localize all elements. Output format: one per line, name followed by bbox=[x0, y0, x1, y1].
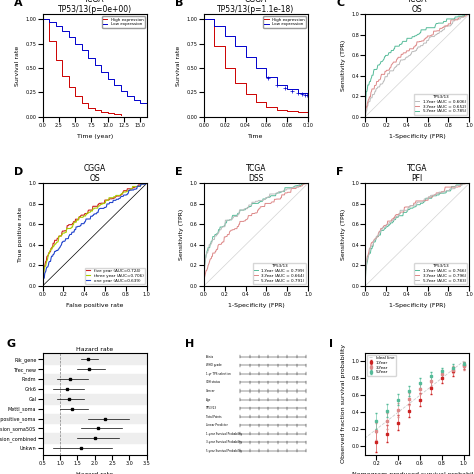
Text: H: H bbox=[185, 339, 194, 349]
Text: D: D bbox=[14, 167, 23, 177]
Text: C: C bbox=[336, 0, 344, 8]
Legend: High expression, Low expression: High expression, Low expression bbox=[263, 16, 306, 27]
X-axis label: 1-Specificity (FPR): 1-Specificity (FPR) bbox=[389, 303, 446, 308]
Title: CGGA
OS: CGGA OS bbox=[83, 164, 106, 183]
Text: Linear Predictor: Linear Predictor bbox=[206, 423, 228, 427]
Bar bbox=[43, 414, 147, 423]
Text: 1-yr TPS selection: 1-yr TPS selection bbox=[206, 372, 231, 376]
Text: Total Points: Total Points bbox=[206, 415, 221, 419]
Y-axis label: Survival rate: Survival rate bbox=[176, 46, 181, 86]
X-axis label: Nomogram produced survival probability: Nomogram produced survival probability bbox=[353, 472, 474, 474]
Title: TCGA
PFI: TCGA PFI bbox=[407, 164, 428, 183]
Legend: 1-Year (AUC = 0.606), 3-Year (AUC = 0.652), 5-Year (AUC = 0.785): 1-Year (AUC = 0.606), 3-Year (AUC = 0.65… bbox=[414, 94, 467, 115]
Text: 5-year Survival Probability: 5-year Survival Probability bbox=[206, 449, 242, 453]
Text: TP53/13: TP53/13 bbox=[206, 406, 217, 410]
X-axis label: 1-Specificity (FPR): 1-Specificity (FPR) bbox=[228, 303, 284, 308]
Text: Cancer: Cancer bbox=[206, 389, 216, 393]
Bar bbox=[43, 374, 147, 384]
Title: TCGA
OS: TCGA OS bbox=[407, 0, 428, 14]
Text: Age: Age bbox=[206, 398, 211, 401]
Legend: High expression, Low expression: High expression, Low expression bbox=[102, 16, 145, 27]
Text: 3-year Survival Probability: 3-year Survival Probability bbox=[206, 440, 242, 444]
X-axis label: 1-Specificity (FPR): 1-Specificity (FPR) bbox=[389, 134, 446, 138]
Bar bbox=[43, 355, 147, 365]
Title: Hazard rate: Hazard rate bbox=[76, 347, 113, 352]
Legend: 1-Year (AUC = 0.799), 3-Year (AUC = 0.664), 5-Year (AUC = 0.791): 1-Year (AUC = 0.799), 3-Year (AUC = 0.66… bbox=[253, 263, 306, 284]
Y-axis label: Survival rate: Survival rate bbox=[15, 46, 20, 86]
Y-axis label: Sensitivity (TPR): Sensitivity (TPR) bbox=[341, 40, 346, 91]
Title: CGGA
TP53/13(p=1.1e-18): CGGA TP53/13(p=1.1e-18) bbox=[218, 0, 294, 14]
Legend: 1-Year (AUC = 0.766), 3-Year (AUC = 0.796), 5-Year (AUC = 0.783): 1-Year (AUC = 0.766), 3-Year (AUC = 0.79… bbox=[414, 263, 467, 284]
X-axis label: Time (year): Time (year) bbox=[77, 134, 113, 138]
Y-axis label: Sensitivity (TPR): Sensitivity (TPR) bbox=[341, 209, 346, 260]
Text: 1-year Survival Probability: 1-year Survival Probability bbox=[206, 432, 242, 436]
Text: A: A bbox=[14, 0, 22, 8]
X-axis label: Time: Time bbox=[248, 134, 264, 138]
Bar bbox=[43, 394, 147, 404]
Text: I: I bbox=[329, 339, 333, 349]
Y-axis label: True positive rate: True positive rate bbox=[18, 207, 23, 262]
Text: Points: Points bbox=[206, 355, 214, 359]
Title: TCGA
TP53/13(p=0e+00): TCGA TP53/13(p=0e+00) bbox=[58, 0, 132, 14]
Text: B: B bbox=[175, 0, 183, 8]
Y-axis label: Sensitivity (TPR): Sensitivity (TPR) bbox=[179, 209, 184, 260]
Text: E: E bbox=[175, 167, 182, 177]
X-axis label: False positive rate: False positive rate bbox=[66, 303, 123, 308]
X-axis label: Hazard rate: Hazard rate bbox=[76, 472, 113, 474]
Legend: Ideal line, 1-Year, 3-Year, 5-Year: Ideal line, 1-Year, 3-Year, 5-Year bbox=[367, 355, 396, 375]
Y-axis label: Observed fraction survival probability: Observed fraction survival probability bbox=[341, 344, 346, 464]
Text: G: G bbox=[6, 339, 15, 349]
Text: WHO grade: WHO grade bbox=[206, 364, 222, 367]
Legend: five year (AUC=0.724), three year (AUC=0.706), one year (AUC=0.639): five year (AUC=0.724), three year (AUC=0… bbox=[85, 268, 145, 284]
Title: TCGA
DSS: TCGA DSS bbox=[246, 164, 266, 183]
Bar bbox=[43, 433, 147, 443]
Text: F: F bbox=[336, 167, 344, 177]
Text: IDH status: IDH status bbox=[206, 381, 220, 384]
